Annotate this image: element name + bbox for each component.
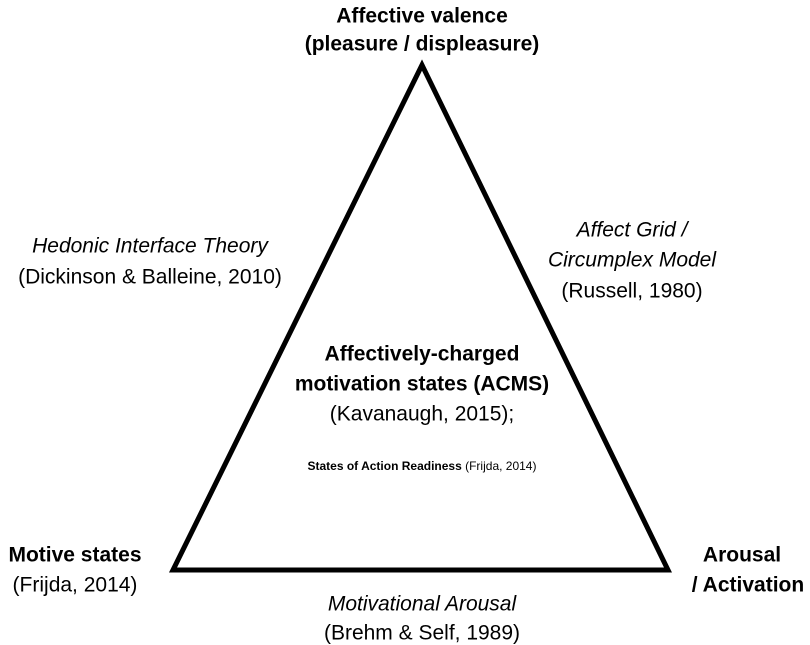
edge-citation: (Russell, 1980) — [561, 280, 702, 303]
edge-citation: (Dickinson & Balleine, 2010) — [18, 266, 282, 289]
center-citation: (Kavanaugh, 2015); — [330, 403, 514, 426]
center-note: States of Action Readiness (Frijda, 2014… — [308, 459, 537, 473]
edge-citation: (Brehm & Self, 1989) — [324, 622, 520, 645]
center-label: Affectively-charged — [325, 343, 520, 366]
edge-label: Circumplex Model — [548, 249, 717, 272]
center-label: motivation states (ACMS) — [295, 373, 549, 396]
vertex-label: Arousal — [703, 544, 781, 567]
triangle — [168, 59, 672, 573]
note-term: States of Action Readiness — [308, 459, 463, 473]
vertex-label: Affective valence — [336, 5, 508, 28]
vertex-label: Motive states — [8, 544, 141, 567]
vertex-citation: (Frijda, 2014) — [13, 574, 138, 597]
vertex-label: (pleasure / displeasure) — [305, 33, 540, 56]
note-citation: (Frijda, 2014) — [465, 459, 536, 473]
edge-label: Affect Grid / — [575, 219, 690, 242]
edge-label: Hedonic Interface Theory — [32, 235, 269, 258]
vertex-label: / Activation — [692, 574, 804, 597]
edge-label: Motivational Arousal — [328, 593, 518, 616]
